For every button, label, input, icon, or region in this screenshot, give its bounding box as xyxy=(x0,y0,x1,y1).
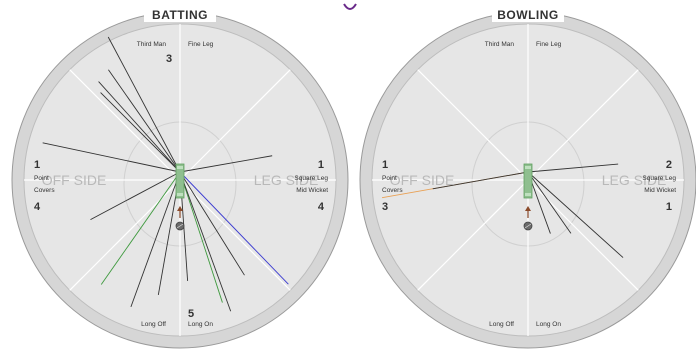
region-label-long-off: Long Off xyxy=(489,321,514,328)
title-background xyxy=(144,6,216,22)
region-runs-long-on: 5 xyxy=(188,308,194,320)
shot-line xyxy=(42,142,181,173)
region-label-long-on: Long On xyxy=(188,321,213,328)
wagon-wheel-batting: BATTING OFF SIDE LEG SIDE Third Man 3 Fine Le… xyxy=(11,6,349,349)
shot-line xyxy=(100,171,181,285)
crease xyxy=(525,193,531,196)
shot-line xyxy=(179,155,273,173)
shot-line xyxy=(179,171,223,303)
sector-divider xyxy=(417,179,529,291)
ball-seam xyxy=(524,223,532,229)
shot-line xyxy=(179,171,232,312)
region-runs-square-leg: 1 xyxy=(318,159,324,171)
region-runs-covers: 3 xyxy=(382,201,388,213)
region-label-third-man: Third Man xyxy=(137,41,167,48)
arrow-head-icon xyxy=(525,206,531,211)
sector-divider xyxy=(527,69,639,181)
shot-line xyxy=(527,163,619,173)
region-label-point: Point xyxy=(34,175,49,182)
region-label-square-leg: Square Leg xyxy=(294,175,328,182)
leg-side-label: LEG SIDE xyxy=(602,172,667,188)
region-runs-square-leg: 2 xyxy=(666,159,672,171)
shot-line xyxy=(107,36,181,173)
title-background xyxy=(492,6,564,22)
shot-line xyxy=(527,171,572,234)
shot-line xyxy=(90,171,181,221)
region-label-long-on: Long On xyxy=(536,321,561,328)
region-label-long-off: Long Off xyxy=(141,321,166,328)
region-runs-covers: 4 xyxy=(34,201,41,213)
region-runs-point: 1 xyxy=(34,159,40,171)
top-accent-icon xyxy=(343,3,357,10)
shot-line xyxy=(432,171,529,190)
region-label-covers: Covers xyxy=(382,187,403,194)
shot-line xyxy=(527,171,624,258)
region-runs-point: 1 xyxy=(382,159,388,171)
sector-divider xyxy=(69,69,181,181)
pitch xyxy=(175,163,185,199)
sector-divider xyxy=(417,69,529,181)
shot-line xyxy=(108,69,181,173)
shot-line xyxy=(100,92,181,173)
region-runs-mid-wicket: 4 xyxy=(318,201,325,213)
region-label-mid-wicket: Mid Wicket xyxy=(296,187,328,194)
region-label-fine-leg: Fine Leg xyxy=(536,41,562,48)
arrow-head-icon xyxy=(177,206,183,211)
shot-line xyxy=(179,171,245,276)
wagon-wheel-title: BOWLING xyxy=(497,8,559,22)
region-label-third-man: Third Man xyxy=(485,41,515,48)
region-label-point: Point xyxy=(382,175,397,182)
region-label-square-leg: Square Leg xyxy=(642,175,676,182)
shot-line xyxy=(179,171,289,285)
region-label-fine-leg: Fine Leg xyxy=(188,41,214,48)
crease xyxy=(525,166,531,169)
crease xyxy=(177,193,183,196)
off-side-label: OFF SIDE xyxy=(390,172,455,188)
shot-line xyxy=(130,171,181,308)
sector-divider xyxy=(179,179,291,291)
region-runs-third-man: 3 xyxy=(166,53,172,65)
wagon-wheel-bowling: BOWLING OFF SIDE LEG SIDE Third Man Fine Leg… xyxy=(359,6,696,349)
wagon-wheel-title: BATTING xyxy=(152,8,208,22)
region-label-covers: Covers xyxy=(34,187,55,194)
region-runs-mid-wicket: 1 xyxy=(666,201,672,213)
region-label-mid-wicket: Mid Wicket xyxy=(644,187,676,194)
sector-divider xyxy=(179,69,291,181)
ball-seam xyxy=(176,223,184,229)
off-side-label: OFF SIDE xyxy=(42,172,107,188)
leg-side-label: LEG SIDE xyxy=(254,172,319,188)
shot-line xyxy=(98,81,181,173)
pitch xyxy=(523,163,533,199)
crease xyxy=(177,166,183,169)
